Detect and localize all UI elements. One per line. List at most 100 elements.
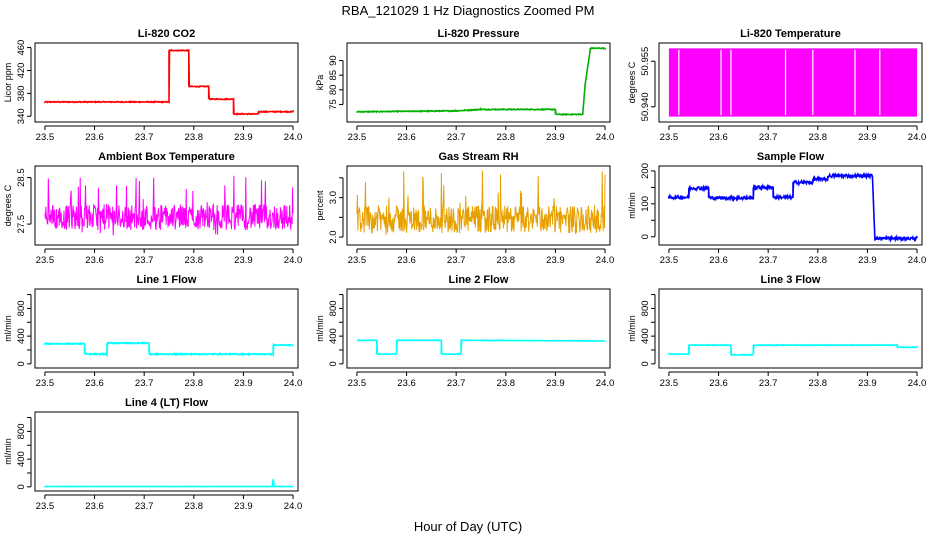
x-tick-label: 24.0 (908, 255, 927, 266)
y-tick-label: 200 (640, 163, 651, 179)
series-line (44, 48, 294, 116)
panel-title: Line 3 Flow (761, 274, 821, 286)
panel-title: Gas Stream RH (438, 151, 518, 163)
panel-frame (658, 165, 923, 246)
x-tick-label: 23.5 (348, 132, 367, 143)
panel-frame (34, 165, 299, 246)
panel-frame (346, 288, 611, 369)
x-tick-label: 23.5 (36, 255, 55, 266)
panel-title: Li-820 Pressure (438, 28, 520, 40)
x-tick-label: 23.9 (858, 132, 877, 143)
y-tick-label: 0 (16, 484, 27, 489)
panel-title: Line 2 Flow (449, 274, 509, 286)
x-tick-label: 23.5 (660, 378, 679, 389)
y-tick-label: 400 (328, 328, 339, 344)
y-tick-label: 340 (16, 108, 27, 124)
x-tick-label: 23.5 (660, 132, 679, 143)
series-line (44, 175, 294, 236)
panel-title: Li-820 Temperature (740, 28, 841, 40)
panel-frame (34, 411, 299, 492)
panel-ylabel: Licor ppm (3, 63, 13, 103)
panel-10: Line 4 (LT) Flow ml/min 23.5 23.6 23.7 23.8 23… (3, 397, 302, 512)
panel-ylabel: degrees C (627, 61, 637, 103)
x-tick-label: 23.8 (809, 255, 828, 266)
panel-8: Line 2 Flow ml/min 23.5 23.6 23.7 23.8 23.9 24.… (315, 274, 614, 389)
x-tick-label: 23.5 (36, 378, 55, 389)
panel-data (356, 46, 606, 117)
y-tick-label: 27.5 (16, 215, 27, 234)
y-tick-label: 100 (640, 196, 651, 212)
x-tick-label: 24.0 (284, 378, 303, 389)
x-tick-label: 23.6 (85, 378, 104, 389)
panel-ylabel: kPa (315, 75, 325, 91)
panel-6: Sample Flow ml/min 23.5 23.6 23.7 23.8 23.9 24.… (627, 151, 926, 266)
y-tick-label: 400 (640, 328, 651, 344)
x-tick-label: 23.8 (497, 378, 516, 389)
panel-2: Li-820 Pressure kPa 23.5 23.6 23.7 23.8 23.9 24… (315, 28, 614, 143)
y-tick-label: 400 (16, 451, 27, 467)
x-tick-label: 23.9 (234, 501, 253, 512)
y-tick-label: 800 (16, 300, 27, 316)
x-tick-label: 23.9 (234, 378, 253, 389)
panel-data (356, 170, 606, 236)
y-tick-label: 28.5 (16, 168, 27, 187)
x-tick-label: 23.5 (36, 501, 55, 512)
panel-ylabel: percent (315, 190, 325, 221)
y-tick-label: 80 (328, 85, 339, 96)
y-tick-label: 50.940 (640, 92, 651, 121)
series-line (668, 343, 918, 357)
x-tick-label: 23.5 (348, 378, 367, 389)
series-band (668, 49, 918, 116)
series-line (668, 171, 918, 243)
y-tick-label: 85 (328, 70, 339, 81)
x-tick-label: 23.9 (234, 132, 253, 143)
x-tick-label: 23.7 (759, 378, 778, 389)
x-tick-label: 24.0 (596, 378, 615, 389)
series-line (356, 338, 606, 356)
y-tick-label: 0 (640, 234, 651, 239)
x-tick-label: 23.6 (397, 255, 416, 266)
panel-1: Li-820 CO2 Licor ppm 23.5 23.6 23.7 23.8 23.9 2… (3, 28, 302, 143)
panel-frame (658, 288, 923, 369)
series-line (356, 170, 606, 236)
panel-title: Sample Flow (757, 151, 825, 163)
panel-data (44, 340, 294, 358)
panel-frame (658, 42, 923, 123)
x-tick-label: 23.7 (759, 132, 778, 143)
x-tick-label: 23.8 (809, 378, 828, 389)
panel-ylabel: ml/min (315, 315, 325, 342)
x-tick-label: 23.8 (185, 501, 204, 512)
y-tick-label: 0 (328, 361, 339, 366)
panel-data (668, 48, 918, 117)
y-tick-label: 460 (16, 40, 27, 56)
x-tick-label: 23.7 (447, 255, 466, 266)
y-tick-label: 2.0 (328, 230, 339, 243)
panel-title: Li-820 CO2 (138, 28, 195, 40)
x-tick-label: 23.6 (709, 132, 728, 143)
panel-data (44, 175, 294, 236)
x-tick-label: 23.8 (809, 132, 828, 143)
x-tick-label: 24.0 (908, 132, 927, 143)
panel-title: Line 1 Flow (137, 274, 197, 286)
series-line (44, 479, 294, 488)
x-tick-label: 23.7 (135, 255, 154, 266)
panel-frame (346, 42, 611, 123)
panels: Li-820 CO2 Licor ppm 23.5 23.6 23.7 23.8 23.9 2… (3, 28, 926, 512)
x-tick-label: 23.8 (185, 255, 204, 266)
x-tick-label: 23.9 (858, 255, 877, 266)
x-tick-label: 23.6 (85, 132, 104, 143)
panel-title: Ambient Box Temperature (98, 151, 235, 163)
x-tick-label: 23.6 (709, 378, 728, 389)
x-tick-label: 24.0 (908, 378, 927, 389)
panel-title: Line 4 (LT) Flow (125, 397, 208, 409)
x-tick-label: 24.0 (284, 132, 303, 143)
x-tick-label: 23.6 (397, 378, 416, 389)
panel-ylabel: ml/min (3, 315, 13, 342)
x-tick-label: 23.8 (497, 255, 516, 266)
series-line (44, 340, 294, 358)
panel-9: Line 3 Flow ml/min 23.5 23.6 23.7 23.8 23.9 24.… (627, 274, 926, 389)
y-tick-label: 90 (328, 55, 339, 66)
panel-data (356, 338, 606, 356)
x-tick-label: 23.7 (447, 132, 466, 143)
